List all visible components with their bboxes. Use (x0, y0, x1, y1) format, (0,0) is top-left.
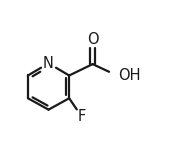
Text: O: O (87, 32, 98, 47)
Text: N: N (43, 56, 54, 71)
Text: F: F (77, 109, 85, 124)
Text: OH: OH (118, 68, 140, 83)
